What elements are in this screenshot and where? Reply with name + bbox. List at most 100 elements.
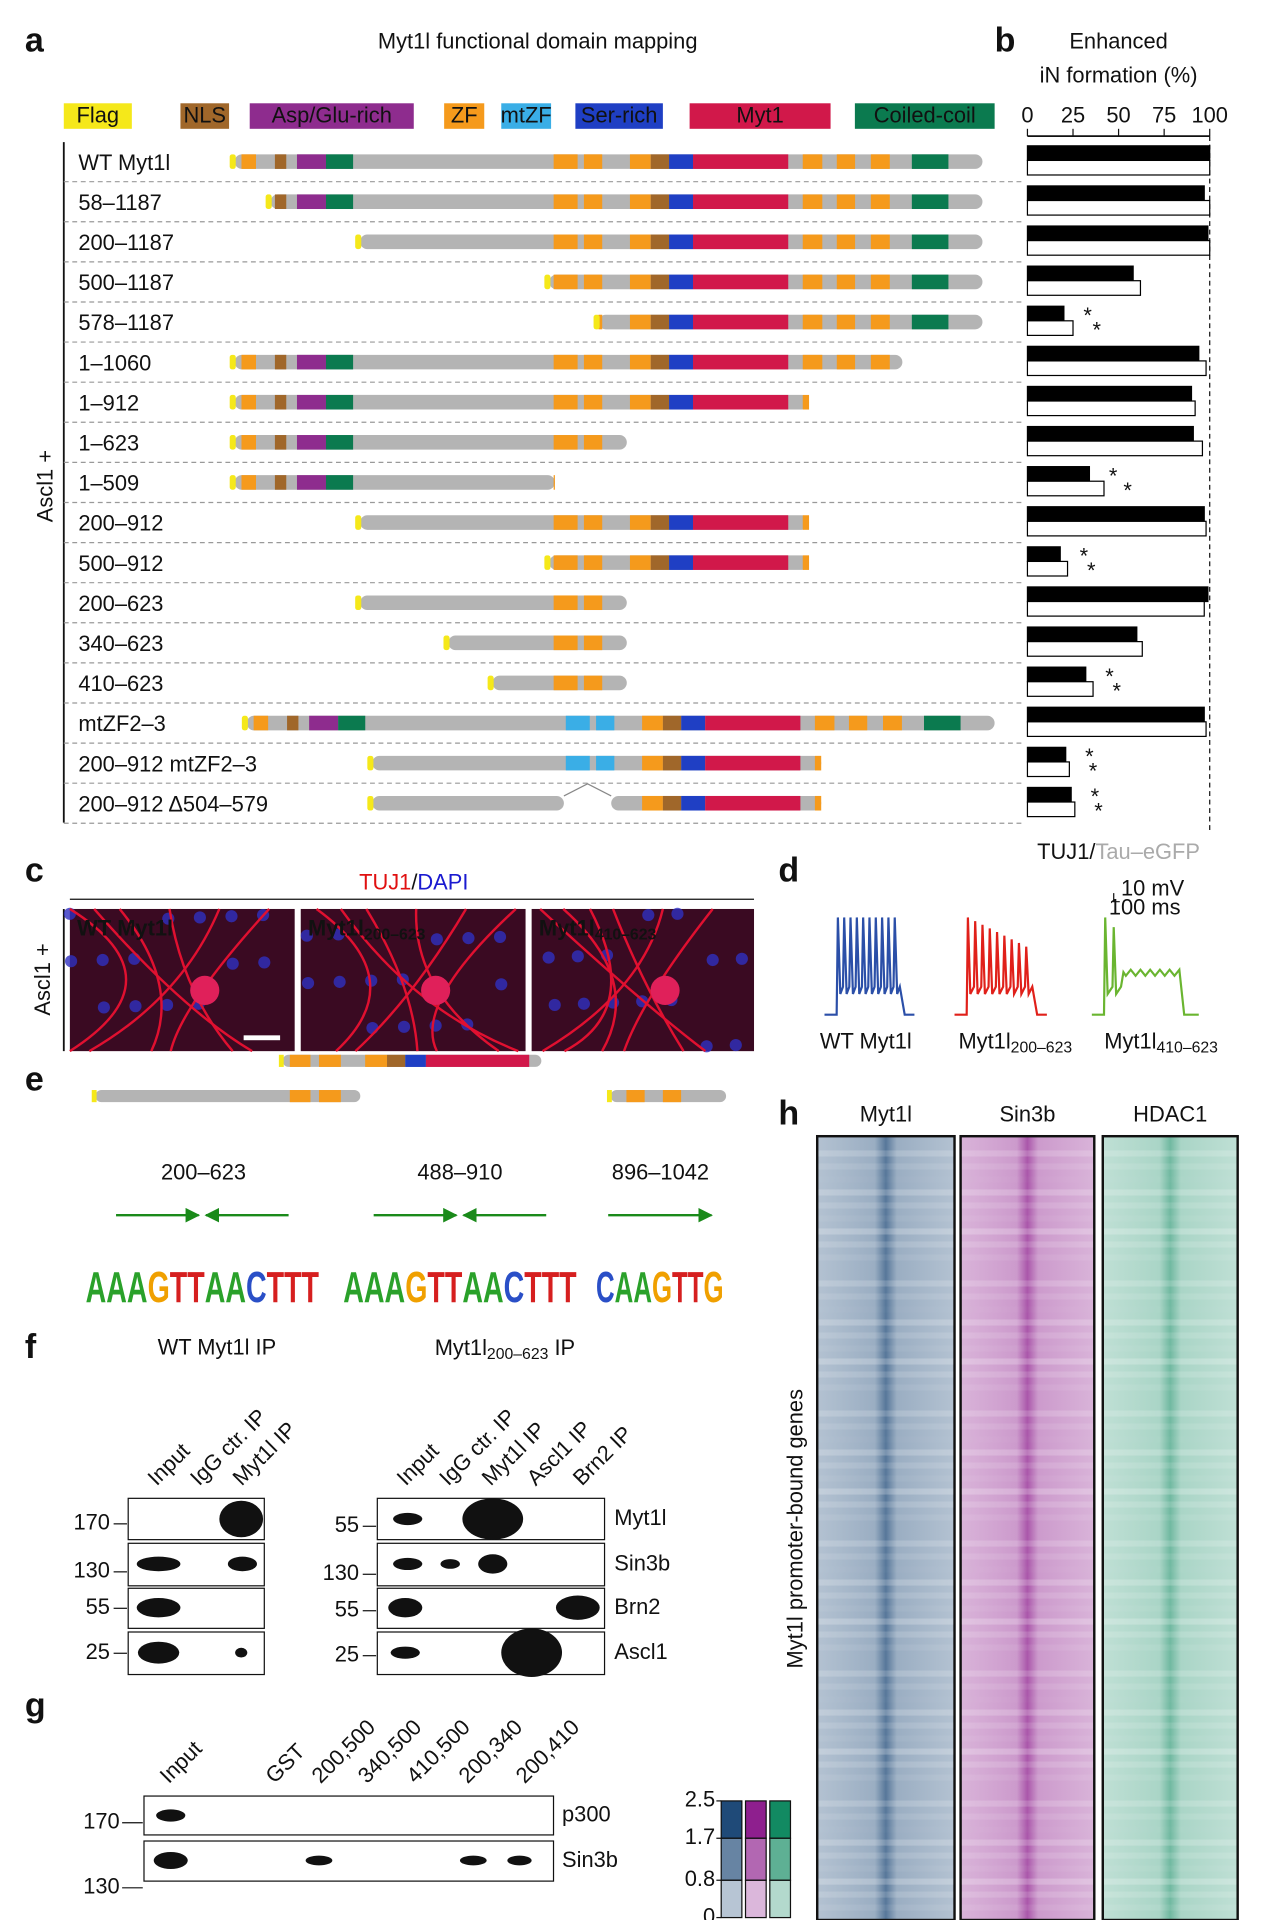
domain (583, 595, 603, 611)
domain (338, 715, 366, 731)
bar (1026, 681, 1094, 697)
scale-label: 100 ms (1109, 895, 1181, 920)
motif-range: 200–623 (161, 1160, 246, 1185)
domain (325, 394, 354, 410)
domain (553, 475, 555, 490)
voltage-trace (954, 917, 1047, 1016)
domain (650, 515, 670, 530)
heatmap-texture (1103, 1163, 1237, 1170)
heatmap-texture (961, 1748, 1094, 1755)
flag-tag (606, 1090, 612, 1103)
flag-tag (544, 274, 551, 290)
heatmap-texture (961, 1761, 1094, 1768)
domain (565, 755, 590, 771)
heatmap-texture (1103, 1800, 1237, 1807)
domain (583, 154, 603, 169)
legend-label: Myt1 (736, 102, 783, 127)
legend-swatch (249, 103, 414, 129)
domain (802, 234, 823, 250)
domain (802, 394, 810, 410)
heatmap-texture (818, 1761, 954, 1768)
bar (1026, 145, 1211, 162)
significance-star: * (1080, 544, 1089, 569)
domain (836, 274, 856, 290)
domain (669, 354, 694, 370)
domain (325, 354, 354, 370)
nucleus (129, 1000, 142, 1013)
construct-label: 500–1187 (78, 270, 174, 295)
neurite (611, 908, 685, 1052)
heatmap-texture (818, 1345, 954, 1352)
heatmap-texture (1103, 1488, 1237, 1495)
domain (642, 795, 663, 811)
label-main: WT Myt1l (820, 1028, 912, 1053)
heatmap-texture (818, 1410, 954, 1417)
colorscale-cell (769, 1800, 792, 1839)
domain (583, 354, 603, 370)
band (459, 1855, 487, 1866)
domain (911, 154, 949, 169)
domain (911, 314, 949, 330)
image-label: Myt1l200–623 (308, 915, 426, 943)
bar (1026, 280, 1142, 296)
bar (1026, 506, 1205, 522)
heatmap-texture (1103, 1735, 1237, 1742)
heatmap-texture (1103, 1748, 1237, 1755)
panel-title: Myt1l functional domain mapping (378, 28, 698, 53)
construct-label: 340–623 (78, 631, 163, 656)
colorscale-label: 0 (703, 1903, 715, 1920)
heatmap-texture (1103, 1605, 1237, 1612)
heatmap-texture (1103, 1852, 1237, 1859)
heatmap-texture (1104, 1306, 1236, 1312)
flag-tag (367, 755, 374, 771)
domain (253, 715, 269, 731)
domain (693, 555, 789, 570)
blot-name: Ascl1 (614, 1639, 667, 1664)
voltage-trace (824, 917, 915, 1016)
heatmap-texture (1103, 1540, 1237, 1547)
bar (1026, 600, 1205, 617)
micrograph (69, 908, 295, 1052)
motif-range: 488–910 (417, 1160, 502, 1185)
domain (365, 1054, 388, 1067)
domain (681, 795, 706, 811)
nucleus (366, 1021, 379, 1035)
bar (1026, 520, 1207, 537)
bar (1026, 199, 1211, 216)
domain (669, 314, 694, 330)
neurite (365, 908, 419, 1052)
bar (1026, 225, 1209, 242)
neurite (563, 908, 613, 1053)
blot-box (143, 1840, 555, 1882)
heatmap-texture (961, 1865, 1094, 1872)
band (501, 1628, 563, 1677)
colorscale-label: 2.5 (685, 1787, 715, 1812)
construct-label: 200–912 Δ504–579 (78, 791, 268, 816)
heatmap-texture (818, 1891, 954, 1898)
voltage-trace (1091, 917, 1199, 1016)
domain (836, 154, 856, 169)
heatmap-texture (961, 1189, 1094, 1196)
label-main: Myt1l (1104, 1028, 1156, 1053)
heatmap-texture (961, 1410, 1094, 1417)
heatmap (1101, 1134, 1239, 1920)
soma (650, 975, 680, 1005)
significance-star: * (1092, 318, 1101, 343)
colorscale-cell (720, 1837, 743, 1881)
domain (553, 435, 578, 450)
domain (274, 394, 287, 410)
neurite (118, 908, 163, 1052)
domain (870, 274, 890, 290)
heatmap-texture (1104, 1176, 1236, 1182)
construct-label: 200–623 (78, 591, 163, 616)
domain (241, 435, 256, 450)
band (219, 1500, 264, 1538)
nucleus (97, 1001, 110, 1014)
domain (650, 314, 670, 330)
protein-bar (234, 154, 983, 169)
flag-tag (355, 234, 362, 250)
heatmap-texture (961, 1800, 1094, 1807)
nucleus (258, 956, 271, 969)
flag-tag (229, 154, 236, 169)
heatmap-texture (1103, 1345, 1237, 1352)
